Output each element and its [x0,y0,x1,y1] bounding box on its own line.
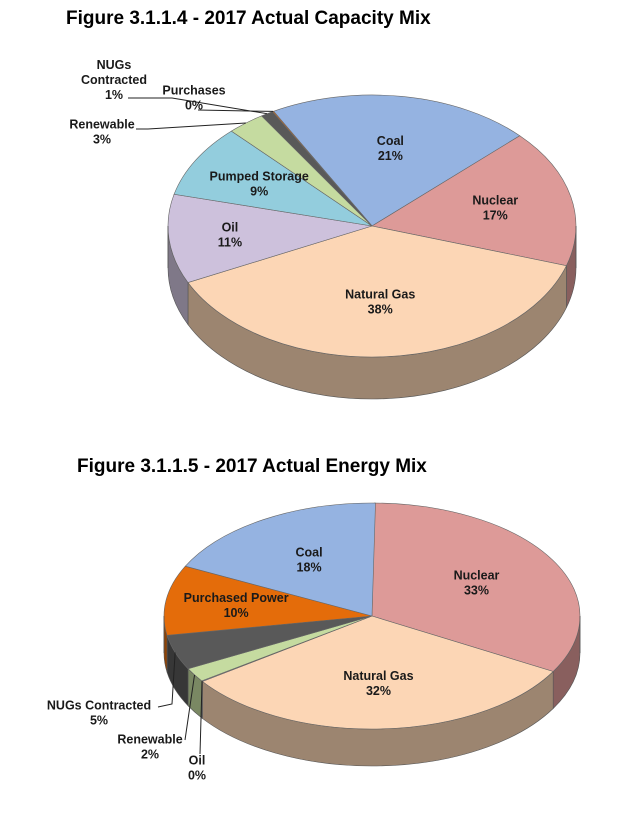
pie-value-label-nuclear: 33% [464,584,489,598]
pie-category-label-oil: Oil [222,221,239,235]
pie-category-label-nugs-contracted: Contracted [81,73,147,87]
leader-line-renewable [184,674,196,741]
pie-slice-purchased-power [163,565,373,636]
pie-category-label-natural-gas: Natural Gas [345,287,415,301]
pie-value-label-natural-gas: 38% [368,302,393,316]
leader-line-purchases [197,109,274,112]
pie-category-label-pumped-storage: Pumped Storage [210,169,309,183]
pie-category-label-purchases: Purchases [162,84,225,98]
chart-title-capacity-mix: Figure 3.1.1.4 - 2017 Actual Capacity Mi… [66,8,431,29]
pie-slice-natural-gas [187,225,567,358]
pie-rim-outline [167,226,577,268]
pie-slice-natural-gas [201,615,554,730]
pie-value-label-nugs-contracted: 5% [90,714,108,728]
pie-category-label-coal: Coal [377,134,404,148]
pie-category-label-coal: Coal [296,546,323,560]
leader-line-nugs-contracted [157,652,176,708]
pie-category-label-purchased-power: Purchased Power [184,591,289,605]
pie-slice-nuclear [371,502,581,672]
pie-value-label-purchased-power: 10% [224,606,249,620]
pie-category-label-nugs-contracted: NUGs [97,58,132,72]
pie-value-label-oil: 11% [218,236,242,250]
pie-category-label-nugs-contracted: NUGs Contracted [47,699,151,713]
pie-value-label-purchases: 0% [185,99,203,113]
pie-slice-coal [272,94,521,227]
leader-line-nugs-contracted [128,97,268,115]
pie-value-label-natural-gas: 32% [366,684,391,698]
pie-category-label-renewable: Renewable [117,733,182,747]
pie-category-label-nuclear: Nuclear [472,193,518,207]
pie-category-label-nuclear: Nuclear [454,569,500,583]
pie-value-label-renewable: 2% [141,748,159,762]
pie-value-label-coal: 18% [297,561,322,575]
pie-slice-oil [167,193,373,283]
pie-value-label-pumped-storage: 9% [250,184,268,198]
pie-category-label-renewable: Renewable [69,118,134,132]
pie-slice-pumped-storage [173,130,373,227]
pie-rim-outline [163,616,581,653]
pie-value-label-nuclear: 17% [483,208,508,222]
pie-value-label-oil: 0% [188,769,206,783]
pie-slice-nuclear [371,135,577,267]
leader-line-oil [199,681,203,755]
pie-value-label-renewable: 3% [93,133,111,147]
pie-value-label-nugs-contracted: 1% [105,88,123,102]
pie-category-label-natural-gas: Natural Gas [343,669,413,683]
pie-value-label-coal: 21% [378,149,403,163]
chart-title-energy-mix: Figure 3.1.1.5 - 2017 Actual Energy Mix [77,456,427,477]
pie-slice-coal [184,502,376,617]
pie-category-label-oil: Oil [189,754,206,768]
leader-line-renewable [136,122,246,130]
